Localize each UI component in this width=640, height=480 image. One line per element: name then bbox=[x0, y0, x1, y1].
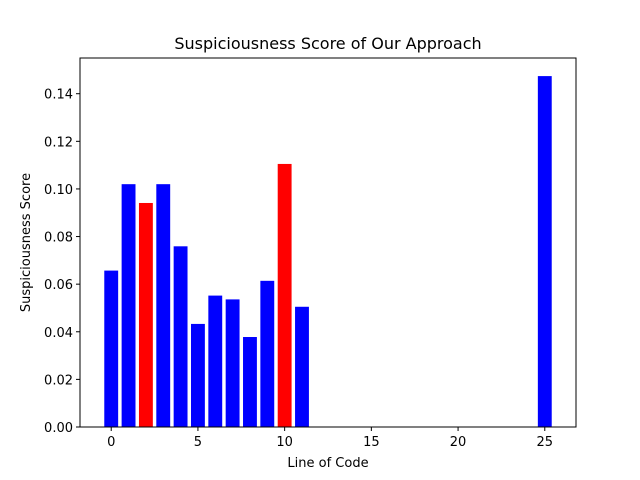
chart-title: Suspiciousness Score of Our Approach bbox=[174, 34, 481, 53]
x-tick-label: 20 bbox=[450, 435, 467, 450]
bar-line-7 bbox=[225, 299, 240, 427]
y-tick-label: 0.14 bbox=[44, 88, 73, 103]
y-tick-label: 0.12 bbox=[44, 135, 73, 150]
bar-line-25 bbox=[537, 76, 552, 428]
bar-line-2 bbox=[138, 202, 153, 427]
bar-line-3 bbox=[156, 184, 171, 427]
y-axis-ticks: 0.00 0.02 0.04 0.06 0.08 0.10 0.12 0.14 bbox=[44, 88, 80, 436]
x-tick-label: 10 bbox=[276, 435, 293, 450]
bar-line-8 bbox=[243, 337, 257, 427]
x-tick-label: 15 bbox=[363, 435, 380, 450]
bar-line-10 bbox=[277, 163, 292, 427]
y-tick-label: 0.08 bbox=[44, 231, 73, 246]
y-tick-label: 0.10 bbox=[44, 183, 73, 198]
y-tick-label: 0.02 bbox=[44, 373, 73, 388]
x-tick-label: 25 bbox=[537, 435, 554, 450]
x-tick-label: 5 bbox=[194, 435, 202, 450]
y-tick-label: 0.00 bbox=[44, 421, 73, 436]
bar-line-4 bbox=[173, 246, 188, 427]
bar-line-9 bbox=[260, 280, 275, 427]
bar-line-1 bbox=[121, 184, 136, 427]
plot-frame bbox=[79, 57, 577, 428]
bars-group bbox=[104, 76, 552, 428]
bar-line-11 bbox=[295, 306, 309, 427]
bar-line-0 bbox=[104, 270, 119, 427]
y-tick-label: 0.04 bbox=[44, 326, 73, 341]
y-tick-label: 0.06 bbox=[44, 278, 73, 293]
x-axis-label: Line of Code bbox=[287, 456, 368, 471]
bar-line-5 bbox=[190, 323, 205, 427]
x-axis-ticks: 0 5 10 15 20 25 bbox=[107, 427, 553, 450]
y-axis-label: Suspiciousness Score bbox=[19, 173, 34, 312]
bar-line-6 bbox=[208, 295, 223, 427]
x-tick-label: 0 bbox=[107, 435, 115, 450]
